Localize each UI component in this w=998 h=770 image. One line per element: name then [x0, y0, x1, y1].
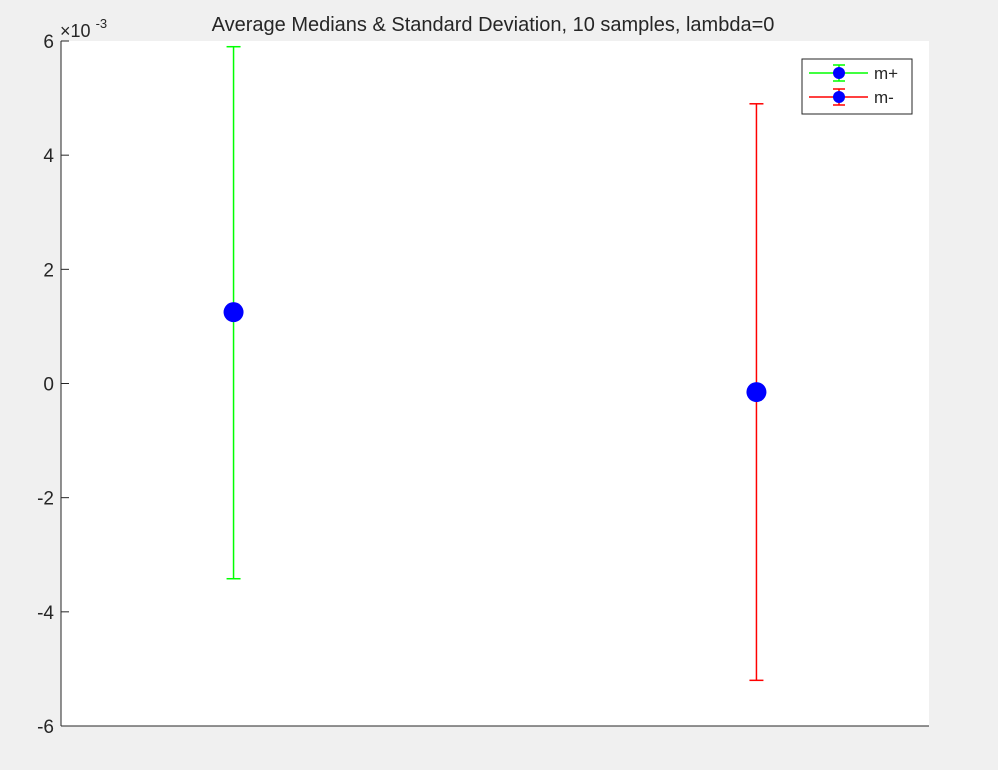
legend-marker — [833, 67, 845, 79]
y-tick-label: -4 — [37, 603, 54, 624]
legend-label: m+ — [874, 64, 898, 83]
chart-title: Average Medians & Standard Deviation, 10… — [212, 14, 775, 36]
plot-area — [61, 41, 929, 726]
errorbar-m-minus — [746, 103, 767, 682]
legend-item-m-minus: m- — [809, 88, 894, 107]
y-exponent-label: ×10 -3 — [60, 16, 107, 41]
legend-box — [801, 58, 913, 115]
y-tick-label: 2 — [43, 260, 54, 281]
y-axis-ticks: -6 -4 -2 0 2 4 6 — [37, 32, 69, 738]
y-tick-label: -2 — [37, 489, 54, 510]
y-exponent-base: ×10 — [60, 21, 91, 41]
errorbar-m-plus — [223, 45, 244, 580]
legend: m+ m- — [801, 58, 913, 115]
data-point-marker — [746, 382, 767, 403]
legend-item-m-plus: m+ — [809, 64, 898, 83]
series-marks — [223, 45, 767, 682]
data-point-marker — [223, 302, 244, 323]
y-tick-label: 4 — [43, 146, 54, 167]
legend-marker — [833, 91, 845, 103]
y-tick-label: 0 — [43, 375, 54, 396]
y-exponent-power: -3 — [96, 16, 108, 31]
y-tick-label: -6 — [37, 717, 54, 738]
y-tick-label: 6 — [43, 32, 54, 53]
legend-label: m- — [874, 88, 894, 107]
